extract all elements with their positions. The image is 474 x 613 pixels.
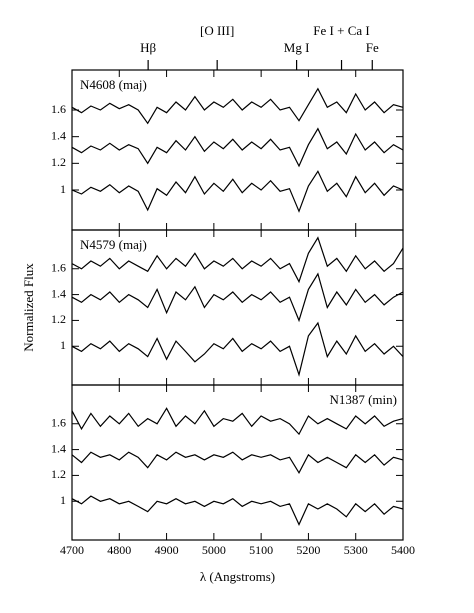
spectrum-line — [71, 87, 404, 125]
spectrum-line — [71, 451, 404, 475]
y-axis-label: Normalized Flux — [21, 263, 36, 352]
panel-frame — [71, 384, 404, 541]
x-tick-label: 4700 — [60, 543, 84, 557]
y-tick-label: 1.2 — [51, 312, 66, 326]
y-tick-label: 1.2 — [51, 155, 66, 169]
panel-label: N1387 (min) — [329, 392, 397, 407]
x-tick-label: 4800 — [107, 543, 131, 557]
x-tick-label: 5000 — [202, 543, 226, 557]
x-tick-label: 5100 — [249, 543, 273, 557]
y-tick-label: 1.4 — [51, 441, 66, 455]
spectrum-line — [71, 407, 404, 436]
x-axis-label: λ (Angstroms) — [200, 569, 275, 584]
spectrum-line — [71, 272, 404, 323]
panel-label: N4608 (maj) — [80, 77, 147, 92]
y-tick-label: 1.2 — [51, 467, 66, 481]
y-tick-label: 1 — [60, 182, 66, 196]
y-tick-label: 1.6 — [51, 261, 66, 275]
spectrum-line — [71, 236, 404, 284]
x-tick-label: 5300 — [344, 543, 368, 557]
y-tick-label: 1.4 — [51, 128, 66, 142]
y-tick-label: 1.6 — [51, 416, 66, 430]
x-tick-label: 5200 — [296, 543, 320, 557]
spectrum-line — [71, 495, 404, 526]
annotation-label: Mg I — [284, 40, 310, 55]
annotation-label: Fe — [366, 40, 379, 55]
annotation-label: [O III] — [200, 23, 234, 38]
x-tick-label: 4900 — [155, 543, 179, 557]
spectrum-line — [71, 170, 404, 213]
y-tick-label: 1 — [60, 493, 66, 507]
spectrum-line — [71, 127, 404, 168]
spectrum-line — [71, 321, 404, 377]
y-tick-label: 1.4 — [51, 286, 66, 300]
annotation-label: Fe I + Ca I — [313, 23, 369, 38]
y-tick-label: 1 — [60, 338, 66, 352]
panel-label: N4579 (maj) — [80, 237, 147, 252]
x-tick-label: 5400 — [391, 543, 415, 557]
y-tick-label: 1.6 — [51, 102, 66, 116]
panel-frame — [71, 229, 404, 386]
annotation-label: Hβ — [140, 40, 156, 55]
panel-frame — [71, 69, 404, 231]
